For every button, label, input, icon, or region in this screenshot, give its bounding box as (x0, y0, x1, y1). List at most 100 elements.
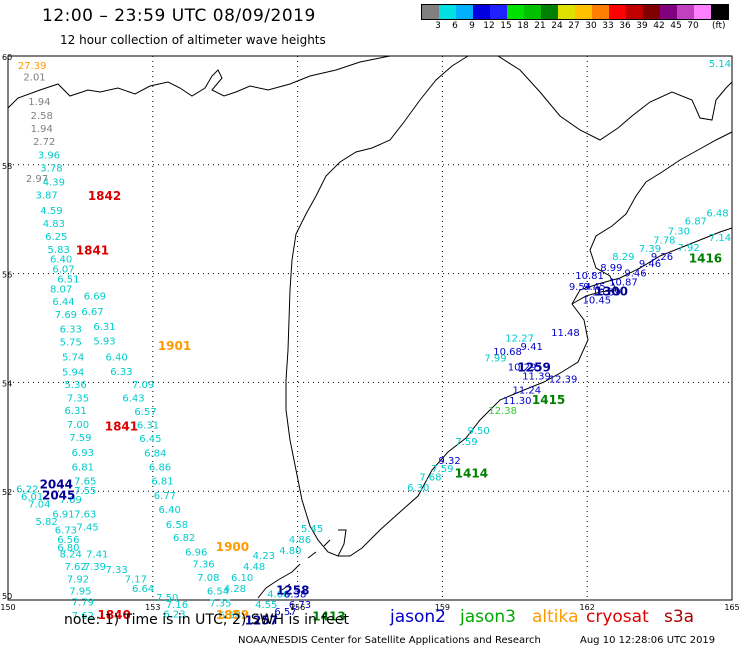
wave-height-value: 5.82 (35, 517, 57, 528)
wave-height-value: 1.94 (28, 97, 50, 108)
wave-height-value: 7.30 (668, 226, 690, 237)
wave-height-value: 7.59 (69, 433, 91, 444)
legend-swatch (660, 5, 677, 19)
wave-height-value: 5.74 (62, 353, 84, 364)
timestamp: Aug 10 12:28:06 UTC 2019 (580, 635, 716, 646)
wave-height-value: 6.91 (52, 509, 74, 520)
lat-tick-label: 54 (2, 379, 12, 388)
legend-tick-label: 12 (483, 21, 495, 31)
wave-height-value: 7.36 (192, 559, 214, 570)
pass-time-label: 1859 (216, 608, 249, 622)
legend-swatch (643, 5, 660, 19)
legend-tick-label: 33 (602, 21, 614, 31)
observation-values: 27.392.01 1.94 2.58 1.94 2.72 3.96 3.782.974.3… (16, 59, 731, 622)
wave-height-value: 7.95 (69, 587, 91, 598)
wave-height-value: 9.32 (439, 456, 461, 467)
wave-height-value: 27.39 (18, 61, 47, 72)
wave-height-value: 7.41 (86, 550, 108, 561)
wave-height-value: 9.41 (521, 342, 543, 353)
legend-tick-label: 21 (534, 21, 546, 31)
wave-height-value: 6.57 (274, 607, 296, 618)
wave-height-value: 6.44 (52, 297, 74, 308)
wave-height-value: 12.39 (549, 374, 578, 385)
legend-tick-label: 15 (500, 21, 512, 31)
wave-height-value: 6.38 (284, 589, 306, 600)
pass-time-label: 1259 (517, 361, 550, 375)
wave-height-value: 11.48 (551, 328, 580, 339)
wave-height-value: 12.27 (505, 334, 534, 345)
pass-time-label: 2045 (42, 488, 75, 502)
legend-swatch (490, 5, 507, 19)
wave-height-value: 10.87 (609, 278, 638, 289)
legend-unit: (ft) (712, 21, 726, 31)
pass-time-label: 1900 (216, 540, 249, 554)
wave-height-value: 2.58 (31, 111, 53, 122)
wave-height-value: 4.66 (267, 589, 289, 600)
wave-height-value: 7.16 (166, 600, 188, 611)
lon-tick-label: 165 (724, 603, 739, 612)
wave-height-value: 6.93 (72, 448, 94, 459)
wave-height-value: 10.39 (592, 287, 621, 298)
wave-height-value: 6.69 (84, 292, 106, 303)
wave-height-value: 7.09 (132, 380, 154, 391)
pass-time-label: 1300 (595, 284, 628, 298)
wave-height-value: 11.30 (503, 396, 532, 407)
lon-tick-label: 159 (435, 603, 450, 612)
wave-height-value: 4.86 (289, 535, 311, 546)
wave-height-value: 7.04 (28, 500, 50, 511)
legend-swatch (711, 5, 728, 19)
legend-swatch (694, 5, 711, 19)
legend-tick-label: 39 (636, 21, 648, 31)
wave-height-value: 6.58 (219, 610, 241, 621)
wave-height-value: 3.87 (35, 191, 57, 202)
color-legend: 3 6 9 12 15 18 21 24 27 30 33 36 39 42 45 70 (ft) (421, 4, 729, 31)
lon-tick-label: 156 (290, 603, 305, 612)
wave-height-value: 6.51 (57, 274, 79, 285)
wave-height-value: 6.56 (57, 535, 79, 546)
lat-tick-label: 58 (2, 162, 12, 171)
wave-height-value: 6.33 (110, 367, 132, 378)
wave-height-value: 6.22 (16, 484, 38, 495)
wave-height-value: 7.78 (653, 236, 675, 247)
page-subtitle: 12 hour collection of altimeter wave hei… (60, 33, 326, 47)
wave-height-value: 6.81 (151, 477, 173, 488)
lon-tick-label: 162 (580, 603, 595, 612)
legend-color-bar (421, 4, 729, 20)
satellite-altika: altika (532, 607, 579, 627)
wave-height-value: 5.45 (301, 524, 323, 535)
wave-height-value: 4.39 (43, 177, 65, 188)
wave-height-value: 5.83 (48, 245, 70, 256)
wave-height-value: 7.79 (72, 597, 94, 608)
wave-height-value: 6.31 (64, 406, 86, 417)
wave-height-value: 7.08 (197, 573, 219, 584)
wave-height-value: 11.24 (513, 385, 542, 396)
satellite-jason3: jason3 (460, 607, 516, 627)
wave-height-value: 6.73 (55, 526, 77, 537)
coastline (7, 55, 733, 599)
lat-tick-label: 50 (2, 592, 12, 601)
pass-time-label: 1901 (158, 339, 191, 353)
footer-note: note: 1) Time is in UTC; 2) SWH is in fe… (64, 612, 350, 628)
legend-swatch (626, 5, 643, 19)
lon-tick-label: 153 (145, 603, 160, 612)
wave-height-value: 10.68 (493, 347, 522, 358)
wave-height-value: 7.92 (67, 575, 89, 586)
wave-height-value: 2.01 (23, 72, 45, 83)
lat-tick-label: 52 (2, 488, 12, 497)
wave-height-value: 6.45 (139, 434, 161, 445)
legend-swatch (677, 5, 694, 19)
pass-time-label: 1840 (97, 608, 130, 622)
legend-swatch (456, 5, 473, 19)
wave-height-value: 7.65 (74, 477, 96, 488)
satellite-jason2: jason2 (390, 607, 446, 627)
wave-height-value: 6.33 (60, 324, 82, 335)
wave-height-value: 6.25 (45, 232, 67, 243)
wave-height-value: 6.77 (154, 491, 176, 502)
wave-height-value: 6.67 (81, 307, 103, 318)
wave-height-value: 8.99 (600, 263, 622, 274)
coastline-mainland (7, 55, 391, 109)
wave-height-value: 3.78 (40, 163, 62, 174)
wave-height-value: 4.83 (43, 219, 65, 230)
